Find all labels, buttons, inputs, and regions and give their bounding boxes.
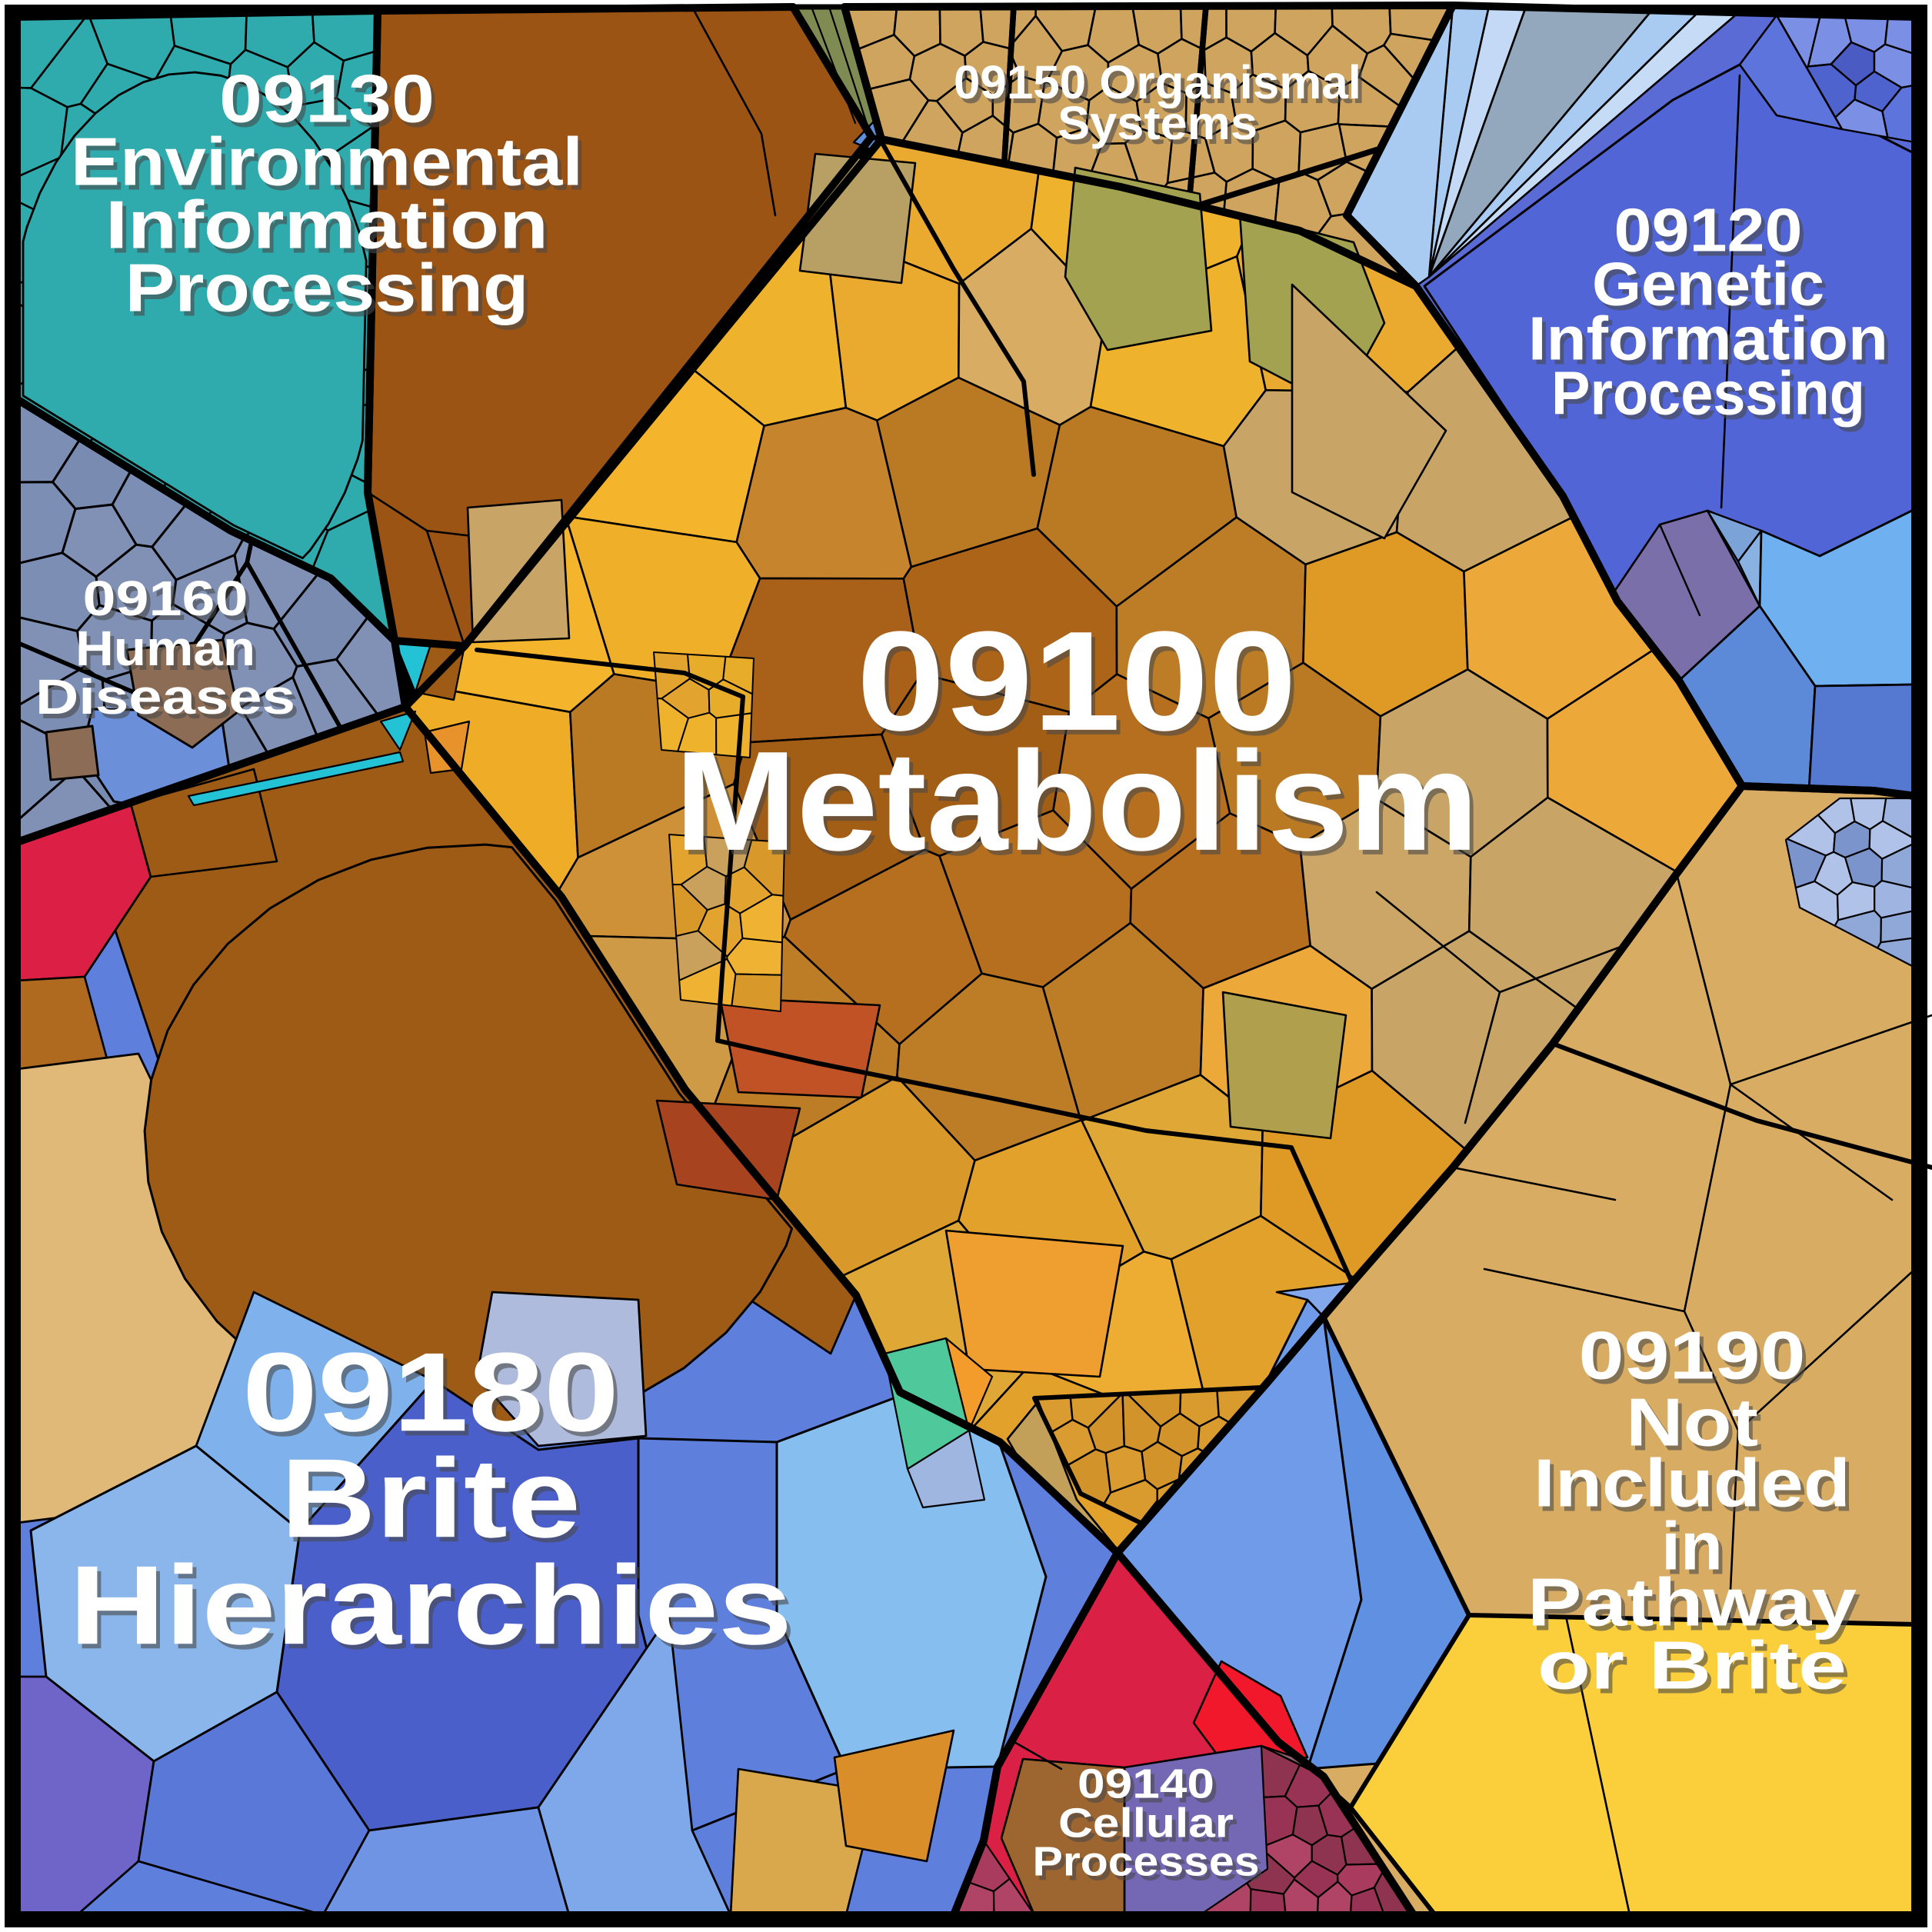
svg-text:Brite: Brite [281, 1435, 581, 1561]
svg-text:Processing: Processing [1555, 364, 1869, 432]
svg-text:Environmental: Environmental [75, 128, 587, 205]
svg-text:09100: 09100 [857, 601, 1297, 760]
svg-text:Metabolism: Metabolism [675, 721, 1479, 880]
svg-text:Diseases: Diseases [39, 674, 299, 729]
svg-text:Included: Included [1534, 1445, 1850, 1521]
svg-text:09120: 09120 [1618, 201, 1807, 269]
svg-text:Information: Information [105, 187, 548, 263]
svg-text:Information: Information [109, 192, 552, 268]
svg-text:Pathway: Pathway [1531, 1569, 1860, 1645]
svg-text:Processing: Processing [129, 255, 533, 331]
svg-text:Not: Not [1626, 1384, 1758, 1461]
svg-text:Environmental: Environmental [71, 124, 583, 200]
svg-text:09180: 09180 [242, 1329, 619, 1454]
svg-text:09160: 09160 [83, 571, 248, 626]
svg-text:or Brite: or Brite [1537, 1627, 1847, 1704]
svg-text:09100: 09100 [861, 606, 1301, 764]
svg-text:Systems: Systems [1061, 102, 1261, 154]
svg-text:Human: Human [75, 621, 255, 676]
svg-text:09130: 09130 [223, 65, 438, 142]
svg-text:Information: Information [1532, 309, 1892, 378]
svg-text:09140: 09140 [1081, 1765, 1218, 1811]
svg-text:Pathway: Pathway [1527, 1564, 1857, 1641]
svg-text:Not: Not [1630, 1389, 1762, 1465]
svg-text:Brite: Brite [285, 1440, 585, 1565]
svg-text:09160: 09160 [87, 575, 252, 631]
svg-text:09150 Organismal: 09150 Organismal [954, 56, 1361, 108]
svg-text:Systems: Systems [1058, 97, 1257, 149]
svg-text:Diseases: Diseases [35, 669, 295, 724]
svg-text:Processes: Processes [1033, 1838, 1260, 1884]
svg-text:Metabolism: Metabolism [679, 726, 1483, 884]
svg-text:09190: 09190 [1583, 1322, 1810, 1398]
svg-text:09180: 09180 [246, 1334, 623, 1459]
svg-text:Genetic: Genetic [1592, 250, 1824, 318]
svg-text:in: in [1661, 1508, 1723, 1584]
svg-text:Processes: Processes [1037, 1843, 1264, 1889]
svg-text:09120: 09120 [1614, 196, 1803, 265]
svg-text:09150 Organismal: 09150 Organismal [958, 61, 1365, 113]
svg-text:Processing: Processing [1551, 359, 1865, 428]
svg-text:Cellular: Cellular [1058, 1800, 1234, 1846]
svg-text:in: in [1665, 1513, 1727, 1589]
svg-text:Information: Information [1528, 305, 1888, 373]
svg-text:or Brite: or Brite [1541, 1632, 1850, 1708]
svg-text:Hierarchies: Hierarchies [69, 1542, 792, 1667]
svg-text:Hierarchies: Hierarchies [73, 1547, 796, 1672]
svg-text:09190: 09190 [1579, 1317, 1806, 1394]
svg-text:Included: Included [1537, 1450, 1854, 1526]
svg-text:Processing: Processing [125, 250, 529, 326]
svg-text:09130: 09130 [219, 61, 435, 137]
svg-text:09140: 09140 [1078, 1760, 1214, 1807]
svg-text:Genetic: Genetic [1596, 255, 1828, 323]
svg-text:Cellular: Cellular [1062, 1804, 1237, 1850]
svg-text:Human: Human [79, 625, 259, 681]
